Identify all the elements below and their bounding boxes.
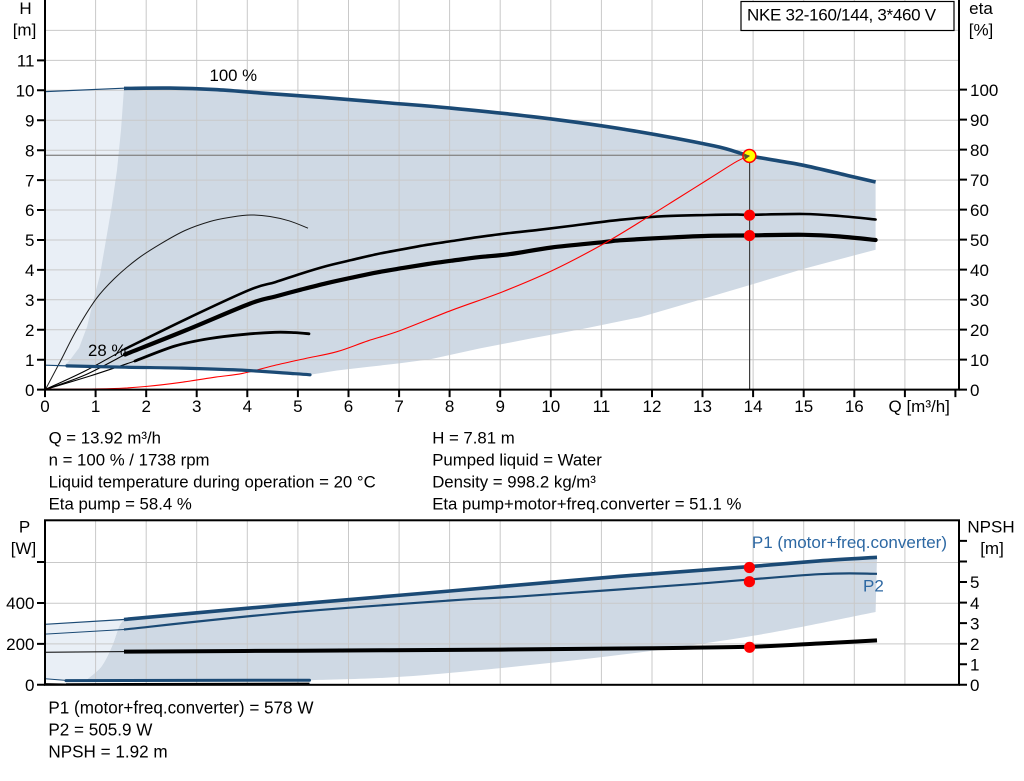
svg-text:P2: P2 [863,577,884,596]
svg-text:200: 200 [6,635,34,654]
svg-text:40: 40 [970,261,989,280]
svg-text:9: 9 [495,397,504,416]
svg-text:7: 7 [25,171,34,190]
svg-text:1: 1 [970,656,979,675]
svg-text:P1 (motor+freq.converter): P1 (motor+freq.converter) [752,533,947,552]
svg-text:Eta pump = 58.4 %: Eta pump = 58.4 % [49,494,192,513]
svg-text:n = 100 % / 1738 rpm: n = 100 % / 1738 rpm [49,451,210,470]
svg-text:2: 2 [141,397,150,416]
svg-text:[m]: [m] [13,21,37,40]
svg-text:10: 10 [541,397,560,416]
svg-text:3: 3 [25,291,34,310]
svg-text:2: 2 [25,321,34,340]
svg-text:Eta pump+motor+freq.converter: Eta pump+motor+freq.converter = 51.1 % [432,494,741,513]
svg-text:14: 14 [744,397,763,416]
svg-text:9: 9 [25,111,34,130]
svg-text:Q [m³/h]: Q [m³/h] [889,397,950,416]
svg-text:1: 1 [25,351,34,370]
svg-text:5: 5 [293,397,302,416]
svg-text:60: 60 [970,201,989,220]
svg-text:H: H [19,0,31,18]
svg-text:13: 13 [693,397,712,416]
svg-text:70: 70 [970,171,989,190]
svg-text:[W]: [W] [11,539,37,558]
svg-text:5: 5 [25,231,34,250]
svg-text:P1 (motor+freq.converter) = 57: P1 (motor+freq.converter) = 578 W [48,698,314,717]
svg-text:50: 50 [970,231,989,250]
svg-text:2: 2 [970,635,979,654]
svg-text:P: P [19,518,30,537]
svg-text:6: 6 [25,201,34,220]
svg-text:1: 1 [91,397,100,416]
svg-text:16: 16 [845,397,864,416]
svg-text:0: 0 [970,381,979,400]
svg-text:Q = 13.92 m³/h: Q = 13.92 m³/h [49,429,161,448]
svg-text:4: 4 [970,594,979,613]
svg-text:11: 11 [593,397,611,416]
svg-text:NPSH = 1.92 m: NPSH = 1.92 m [48,742,167,761]
svg-text:Density = 998.2 kg/m³: Density = 998.2 kg/m³ [432,473,596,492]
svg-text:3: 3 [970,614,979,633]
svg-text:5: 5 [970,573,979,592]
svg-text:400: 400 [6,594,34,613]
svg-text:eta: eta [969,0,993,18]
svg-text:20: 20 [970,321,989,340]
svg-text:4: 4 [243,397,252,416]
svg-text:90: 90 [970,111,989,130]
svg-text:3: 3 [192,397,201,416]
svg-text:10: 10 [970,351,989,370]
svg-text:H = 7.81 m: H = 7.81 m [432,429,515,448]
svg-text:15: 15 [794,397,813,416]
svg-text:NKE 32-160/144, 3*460 V: NKE 32-160/144, 3*460 V [747,6,937,25]
svg-text:10: 10 [16,82,35,101]
svg-text:80: 80 [970,141,989,160]
svg-text:11: 11 [17,52,35,71]
svg-text:7: 7 [394,397,403,416]
svg-text:8: 8 [25,141,34,160]
svg-text:[%]: [%] [969,21,994,40]
svg-text:30: 30 [970,291,989,310]
svg-text:6: 6 [344,397,353,416]
svg-text:[m]: [m] [980,539,1004,558]
svg-text:NPSH: NPSH [967,518,1014,537]
svg-text:12: 12 [643,397,662,416]
svg-text:8: 8 [445,397,454,416]
svg-text:Pumped liquid = Water: Pumped liquid = Water [432,451,602,470]
svg-text:0: 0 [40,397,49,416]
svg-text:0: 0 [25,381,34,400]
svg-text:4: 4 [25,261,34,280]
svg-text:0: 0 [25,676,34,695]
svg-text:Liquid temperature during oper: Liquid temperature during operation = 20… [49,473,376,492]
svg-text:28 %: 28 % [88,341,126,360]
svg-text:100: 100 [970,81,998,100]
svg-text:P2 = 505.9 W: P2 = 505.9 W [48,720,153,739]
svg-text:100 %: 100 % [210,66,258,85]
svg-text:0: 0 [970,676,979,695]
